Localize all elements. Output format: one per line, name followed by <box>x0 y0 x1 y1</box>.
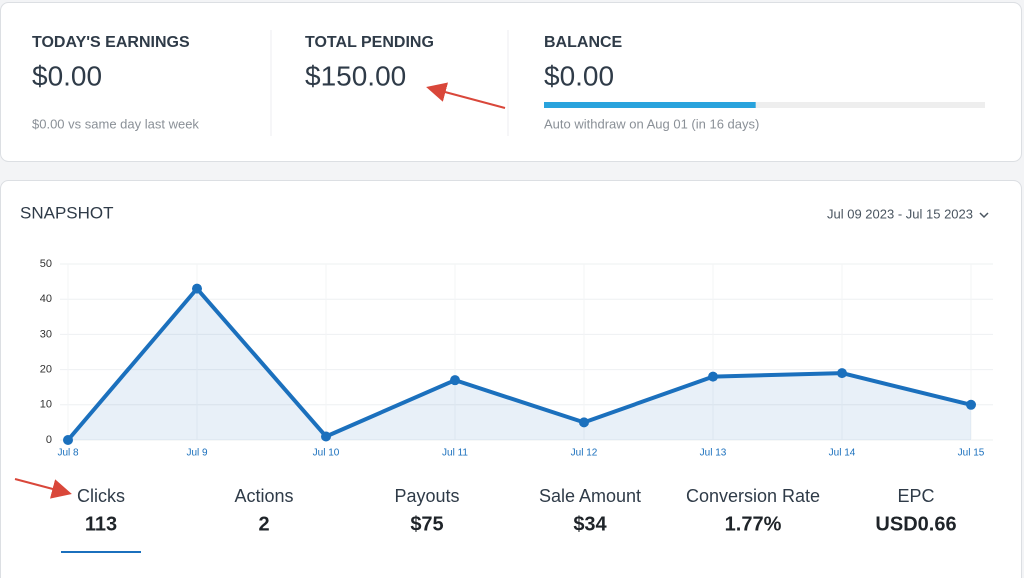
card-title: TODAY'S EARNINGS <box>32 34 190 51</box>
metric-value: 1.77% <box>725 513 782 535</box>
metric-label[interactable]: Sale Amount <box>539 486 641 506</box>
y-tick-label: 20 <box>40 364 52 376</box>
point <box>837 368 847 379</box>
chart: 0 10 20 30 40 50 Jul 8 Jul 9 Jul 10 Jul 11 Jul 12 J… <box>40 258 993 459</box>
snapshot-title: SNAPSHOT <box>20 203 114 222</box>
metric-value: USD0.66 <box>875 513 956 535</box>
dropdown-chevron[interactable] <box>979 212 989 219</box>
point <box>321 431 331 442</box>
metric-value: $75 <box>410 513 443 535</box>
metrics: Clicks 113 Actions 2 Payouts $75 Sale Amount $3… <box>77 486 957 536</box>
point <box>192 283 202 294</box>
progress-track <box>544 102 985 108</box>
y-tick-label: 10 <box>40 399 52 411</box>
metric-value: 113 <box>85 513 117 535</box>
card-note: Auto withdraw on Aug 01 (in 16 days) <box>544 116 759 131</box>
summary-card <box>0 2 1022 162</box>
snapshot-card <box>0 180 1022 578</box>
metric-label[interactable]: Clicks <box>77 486 125 506</box>
card-title: BALANCE <box>544 34 623 51</box>
date-range[interactable]: Jul 09 2023 - Jul 15 2023 <box>827 206 973 221</box>
card-note: $0.00 vs same day last week <box>32 116 199 131</box>
point <box>63 435 73 445</box>
metric-label[interactable]: EPC <box>897 486 934 506</box>
metric-value: 2 <box>258 513 269 535</box>
card-title: TOTAL PENDING <box>305 34 434 51</box>
point <box>579 417 589 428</box>
metric-label[interactable]: Conversion Rate <box>686 486 820 506</box>
x-tick-label: Jul 8 <box>57 448 79 459</box>
annotation-arrow <box>426 82 506 109</box>
card-value: $0.00 <box>544 60 614 91</box>
y-tick-label: 30 <box>40 328 52 340</box>
metric-label[interactable]: Actions <box>234 486 293 506</box>
x-tick-label: Jul 12 <box>571 448 598 459</box>
metric-label[interactable]: Payouts <box>394 486 459 506</box>
y-tick-label: 0 <box>46 434 52 446</box>
x-tick-label: Jul 15 <box>958 448 985 459</box>
x-tick-label: Jul 11 <box>442 448 468 459</box>
card-value: $0.00 <box>32 60 102 91</box>
x-tick-label: Jul 14 <box>829 448 856 459</box>
point <box>708 371 718 382</box>
metric-value: $34 <box>573 513 607 535</box>
point <box>966 399 976 410</box>
annotation-arrow <box>14 478 72 499</box>
x-tick-label: Jul 10 <box>313 448 340 459</box>
point <box>450 375 460 386</box>
y-tick-label: 50 <box>40 258 52 270</box>
x-tick-label: Jul 13 <box>700 448 727 459</box>
line <box>66 286 972 442</box>
progress-bar <box>544 102 756 108</box>
y-tick-label: 40 <box>40 293 52 305</box>
x-tick-label: Jul 9 <box>186 448 208 459</box>
card-value: $150.00 <box>305 60 406 91</box>
